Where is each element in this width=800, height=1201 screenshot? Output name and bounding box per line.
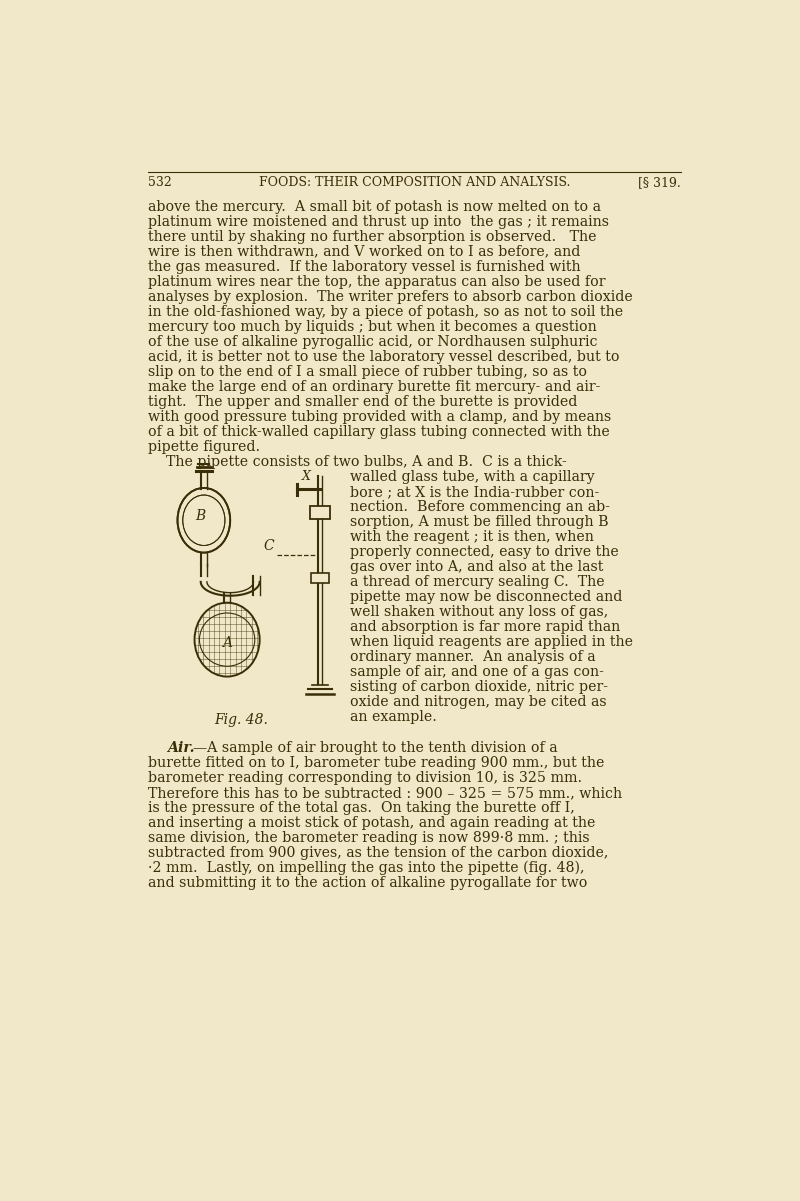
Text: Fig. 48.: Fig. 48. (214, 712, 268, 727)
Text: sorption, A must be filled through B: sorption, A must be filled through B (350, 515, 608, 530)
Text: bore ; at X is the India-rubber con-: bore ; at X is the India-rubber con- (350, 485, 598, 500)
Text: X: X (302, 471, 310, 483)
Text: when liquid reagents are applied in the: when liquid reagents are applied in the (350, 635, 633, 650)
Text: subtracted from 900 gives, as the tension of the carbon dioxide,: subtracted from 900 gives, as the tensio… (148, 846, 609, 860)
Text: in the old-fashioned way, by a piece of potash, so as not to soil the: in the old-fashioned way, by a piece of … (148, 305, 623, 318)
Text: with the reagent ; it is then, when: with the reagent ; it is then, when (350, 531, 594, 544)
Text: same division, the barometer reading is now 899·8 mm. ; this: same division, the barometer reading is … (148, 831, 590, 846)
Text: platinum wires near the top, the apparatus can also be used for: platinum wires near the top, the apparat… (148, 275, 606, 288)
Text: A: A (222, 635, 232, 650)
Text: FOODS: THEIR COMPOSITION AND ANALYSIS.: FOODS: THEIR COMPOSITION AND ANALYSIS. (259, 177, 570, 190)
Text: ordinary manner.  An analysis of a: ordinary manner. An analysis of a (350, 651, 595, 664)
Text: and inserting a moist stick of potash, and again reading at the: and inserting a moist stick of potash, a… (148, 815, 595, 830)
Text: —A sample of air brought to the tenth division of a: —A sample of air brought to the tenth di… (193, 741, 558, 755)
Text: is the pressure of the total gas.  On taking the burette off I,: is the pressure of the total gas. On tak… (148, 801, 574, 815)
Text: and absorption is far more rapid than: and absorption is far more rapid than (350, 621, 620, 634)
Text: properly connected, easy to drive the: properly connected, easy to drive the (350, 545, 618, 560)
Text: an example.: an example. (350, 711, 437, 724)
Text: above the mercury.  A small bit of potash is now melted on to a: above the mercury. A small bit of potash… (148, 199, 601, 214)
Text: B: B (195, 509, 205, 524)
Text: The pipette consists of two bulbs, A and B.  C is a thick-: The pipette consists of two bulbs, A and… (148, 455, 566, 470)
Text: barometer reading corresponding to division 10, is 325 mm.: barometer reading corresponding to divis… (148, 771, 582, 785)
Text: Therefore this has to be subtracted : 900 – 325 = 575 mm., which: Therefore this has to be subtracted : 90… (148, 785, 622, 800)
Text: sample of air, and one of a gas con-: sample of air, and one of a gas con- (350, 665, 603, 680)
Text: burette fitted on to I, barometer tube reading 900 mm., but the: burette fitted on to I, barometer tube r… (148, 755, 605, 770)
Text: mercury too much by liquids ; but when it becomes a question: mercury too much by liquids ; but when i… (148, 319, 597, 334)
Text: the gas measured.  If the laboratory vessel is furnished with: the gas measured. If the laboratory vess… (148, 259, 581, 274)
Text: sisting of carbon dioxide, nitric per-: sisting of carbon dioxide, nitric per- (350, 681, 607, 694)
Text: make the large end of an ordinary burette fit mercury- and air-: make the large end of an ordinary burett… (148, 380, 601, 394)
Text: well shaken without any loss of gas,: well shaken without any loss of gas, (350, 605, 608, 620)
Text: there until by shaking no further absorption is observed.   The: there until by shaking no further absorp… (148, 229, 597, 244)
Text: [§ 319.: [§ 319. (638, 177, 682, 190)
Text: pipette figured.: pipette figured. (148, 440, 260, 454)
Text: wire is then withdrawn, and V worked on to I as before, and: wire is then withdrawn, and V worked on … (148, 245, 581, 258)
Text: nection.  Before commencing an ab-: nection. Before commencing an ab- (350, 501, 610, 514)
Text: analyses by explosion.  The writer prefers to absorb carbon dioxide: analyses by explosion. The writer prefer… (148, 289, 633, 304)
Text: tight.  The upper and smaller end of the burette is provided: tight. The upper and smaller end of the … (148, 395, 578, 408)
Text: C: C (263, 538, 274, 552)
Text: Air.: Air. (166, 741, 194, 755)
Text: platinum wire moistened and thrust up into  the gas ; it remains: platinum wire moistened and thrust up in… (148, 215, 609, 228)
Text: pipette may now be disconnected and: pipette may now be disconnected and (350, 591, 622, 604)
FancyBboxPatch shape (310, 507, 330, 519)
FancyBboxPatch shape (310, 573, 330, 584)
Text: of a bit of thick-walled capillary glass tubing connected with the: of a bit of thick-walled capillary glass… (148, 425, 610, 438)
Text: with good pressure tubing provided with a clamp, and by means: with good pressure tubing provided with … (148, 410, 611, 424)
Text: slip on to the end of I a small piece of rubber tubing, so as to: slip on to the end of I a small piece of… (148, 365, 587, 378)
Text: a thread of mercury sealing C.  The: a thread of mercury sealing C. The (350, 575, 604, 590)
Text: 532: 532 (148, 177, 172, 190)
Text: of the use of alkaline pyrogallic acid, or Nordhausen sulphuric: of the use of alkaline pyrogallic acid, … (148, 335, 598, 348)
Text: and submitting it to the action of alkaline pyrogallate for two: and submitting it to the action of alkal… (148, 876, 587, 890)
Text: oxide and nitrogen, may be cited as: oxide and nitrogen, may be cited as (350, 695, 606, 710)
Ellipse shape (178, 488, 230, 552)
Text: acid, it is better not to use the laboratory vessel described, but to: acid, it is better not to use the labora… (148, 349, 619, 364)
Text: ·2 mm.  Lastly, on impelling the gas into the pipette (fig. 48),: ·2 mm. Lastly, on impelling the gas into… (148, 861, 585, 876)
Text: gas over into A, and also at the last: gas over into A, and also at the last (350, 561, 603, 574)
Text: walled glass tube, with a capillary: walled glass tube, with a capillary (350, 471, 594, 484)
